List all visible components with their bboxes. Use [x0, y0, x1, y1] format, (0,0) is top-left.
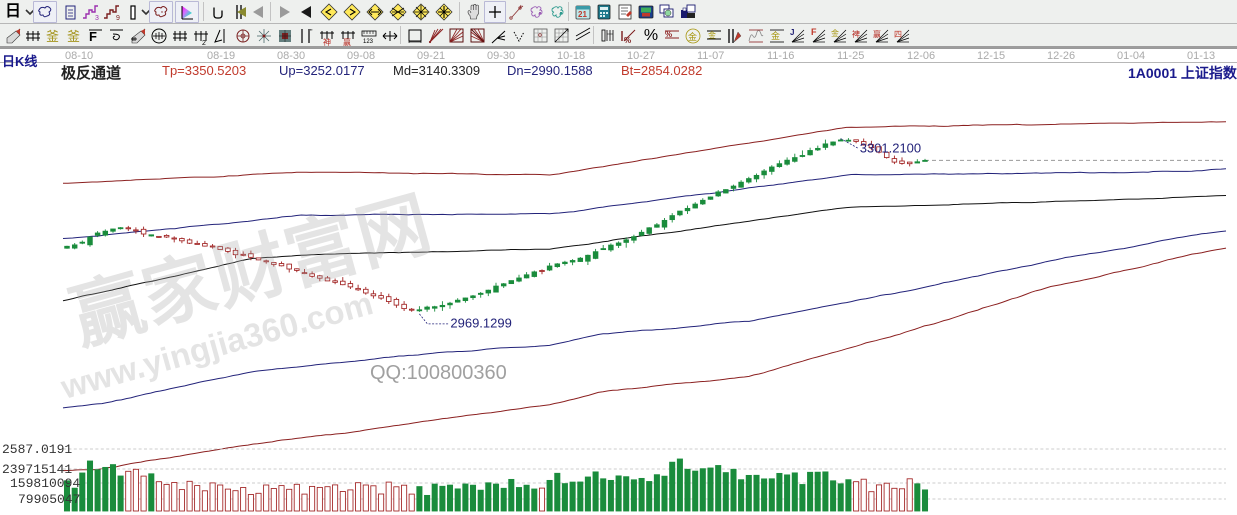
svg-text:": " [310, 29, 313, 36]
svg-text:F: F [89, 29, 97, 44]
svg-text:3: 3 [95, 15, 99, 22]
svg-text:釜: 釜 [67, 29, 80, 44]
svg-text:F: F [811, 27, 817, 37]
svg-text:赢: 赢 [873, 29, 881, 39]
svg-text:QQ:100800360: QQ:100800360 [370, 362, 507, 384]
svg-text:赢: 赢 [343, 37, 351, 47]
svg-text:神: 神 [323, 37, 331, 47]
svg-text:2: 2 [202, 40, 206, 47]
svg-text:%: % [624, 36, 631, 45]
svg-text:2587.0191: 2587.0191 [2, 442, 72, 457]
svg-text:金: 金 [831, 28, 839, 38]
svg-text:21: 21 [578, 10, 587, 19]
svg-text:裨: 裨 [852, 29, 860, 39]
svg-text:79905047: 79905047 [18, 492, 80, 507]
svg-text:9: 9 [116, 15, 120, 22]
svg-text:%: % [665, 30, 672, 39]
svg-text:159810094: 159810094 [10, 476, 80, 491]
svg-text:金: 金 [708, 30, 716, 40]
svg-text:J: J [790, 28, 794, 37]
svg-text:金: 金 [771, 30, 780, 41]
svg-text:2969.1299: 2969.1299 [450, 315, 511, 330]
svg-text:四: 四 [894, 30, 902, 39]
svg-text:123: 123 [363, 39, 374, 45]
svg-text:釜: 釜 [46, 29, 59, 44]
svg-text:3301.2100: 3301.2100 [860, 141, 921, 156]
svg-text:金: 金 [688, 31, 697, 42]
svg-text:239715141: 239715141 [2, 462, 72, 477]
